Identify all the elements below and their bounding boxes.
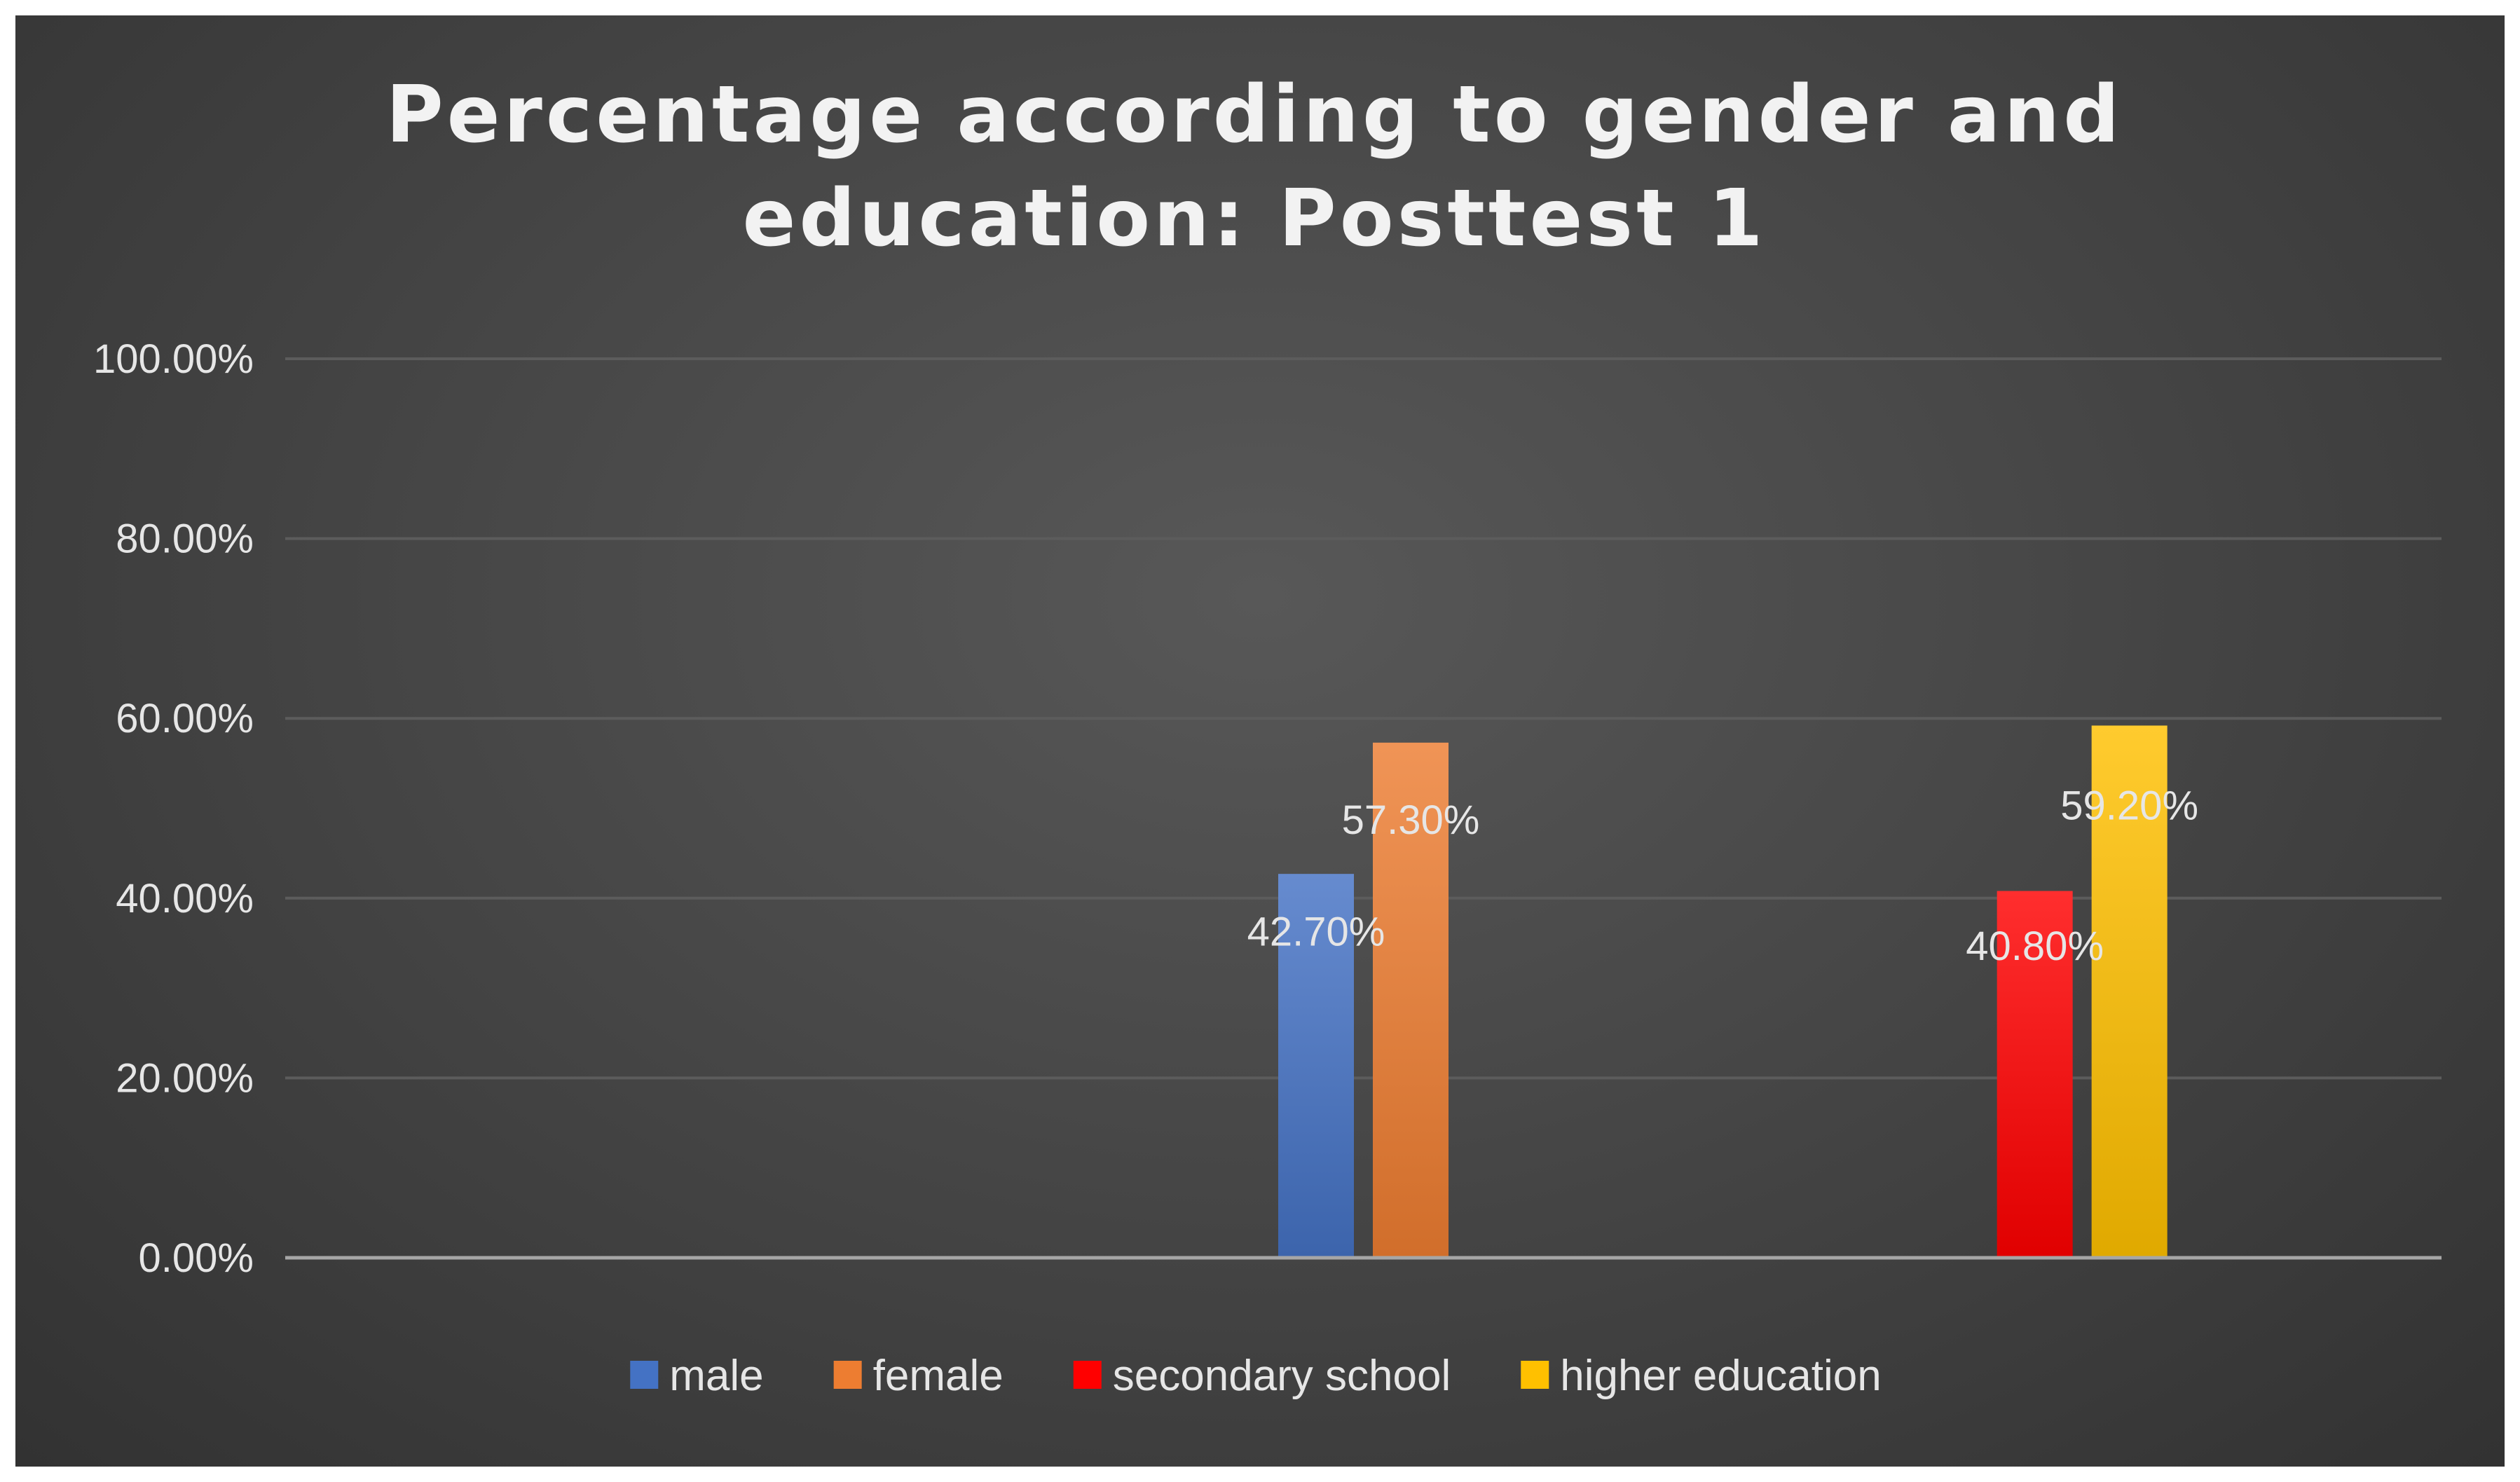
data-label-male: 42.70% bbox=[1247, 909, 1385, 954]
legend-label-higher-education: higher education bbox=[1560, 1352, 1881, 1400]
data-label-secondary-school: 40.80% bbox=[1966, 924, 2104, 969]
y-tick-label: 40.00% bbox=[116, 876, 254, 921]
bar-male bbox=[1278, 874, 1354, 1258]
legend-swatch-female bbox=[833, 1361, 862, 1389]
data-label-higher-education: 59.20% bbox=[2060, 783, 2198, 828]
bar-secondary-school bbox=[1997, 891, 2073, 1258]
y-tick-label: 20.00% bbox=[116, 1055, 254, 1101]
data-labels: 42.70% 57.30% 40.80% 59.20% bbox=[1247, 783, 2198, 969]
legend-swatch-male bbox=[630, 1361, 659, 1389]
legend-swatch-secondary-school bbox=[1073, 1361, 1102, 1389]
y-tick-label: 60.00% bbox=[116, 696, 254, 741]
y-tick-label: 80.00% bbox=[116, 516, 254, 562]
legend-label-secondary-school: secondary school bbox=[1113, 1352, 1451, 1400]
legend-label-female: female bbox=[873, 1352, 1004, 1400]
chart-frame: Percentage according to gender and educa… bbox=[15, 15, 2505, 1467]
chart-title-line-2: education: Posttest 1 bbox=[742, 173, 1766, 264]
chart-title-line-1: Percentage according to gender and bbox=[386, 69, 2123, 160]
bar-higher-education bbox=[2091, 725, 2168, 1258]
legend-swatch-higher-education bbox=[1521, 1361, 1549, 1389]
data-label-female: 57.30% bbox=[1342, 797, 1480, 843]
gridlines bbox=[285, 357, 2442, 1080]
legend-label-male: male bbox=[669, 1352, 763, 1400]
y-tick-label: 100.00% bbox=[93, 336, 254, 382]
chart-title: Percentage according to gender and educa… bbox=[386, 69, 2123, 264]
y-axis-tick-labels: 0.00% 20.00% 40.00% 60.00% 80.00% 100.00% bbox=[93, 336, 254, 1281]
bars bbox=[1278, 725, 2168, 1258]
bar-female bbox=[1373, 742, 1449, 1258]
y-tick-label: 0.00% bbox=[139, 1235, 254, 1281]
legend: male female secondary school higher educati… bbox=[630, 1352, 1882, 1400]
chart-svg: Percentage according to gender and educa… bbox=[93, 69, 2442, 1400]
